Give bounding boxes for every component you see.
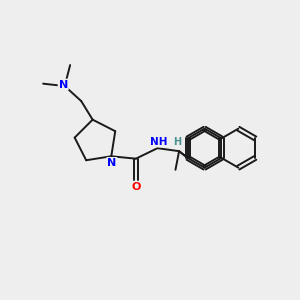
Text: O: O <box>131 182 141 192</box>
Text: N: N <box>107 158 116 168</box>
Text: NH: NH <box>150 136 168 147</box>
Text: N: N <box>58 80 68 90</box>
Text: H: H <box>173 137 181 147</box>
